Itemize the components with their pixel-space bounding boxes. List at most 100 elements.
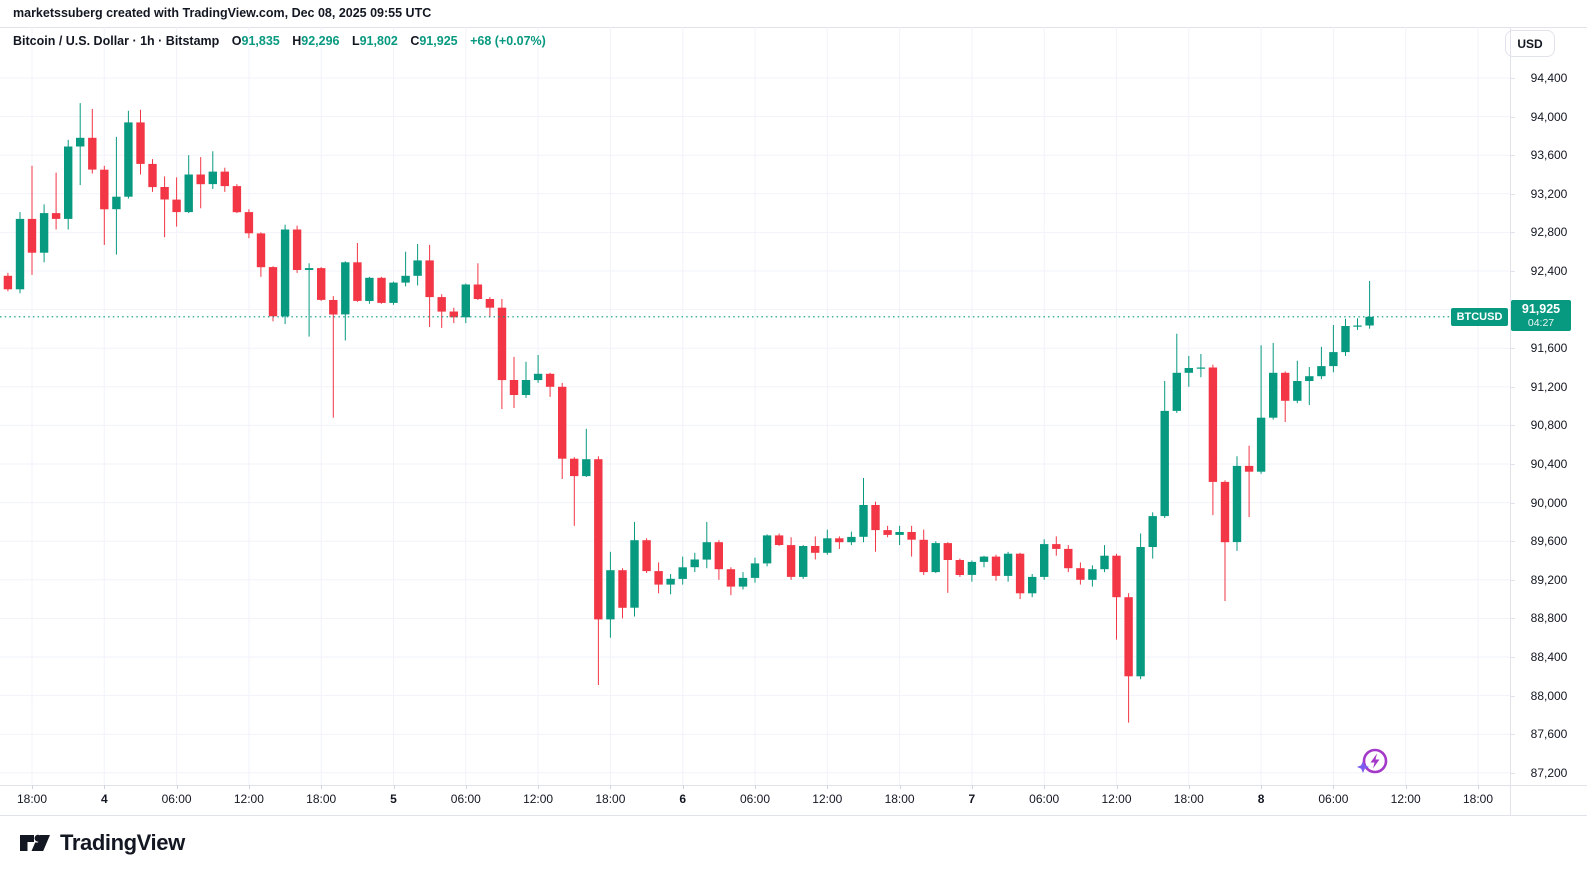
- candlestick-chart[interactable]: [0, 27, 1510, 785]
- candle: [1232, 456, 1242, 551]
- price-axis-label: 92,400: [1530, 264, 1568, 278]
- time-tick: [249, 785, 250, 789]
- price-tick: [1510, 657, 1515, 658]
- candle: [136, 109, 145, 175]
- time-axis-label: 18:00: [884, 792, 915, 806]
- candle: [1064, 545, 1073, 573]
- time-axis-day-label: 6: [679, 792, 687, 806]
- price-axis-label: 90,000: [1530, 495, 1568, 510]
- candle: [594, 456, 603, 685]
- price-tick: [1510, 541, 1515, 542]
- candle: [702, 521, 711, 569]
- candle: [88, 108, 97, 174]
- candle: [244, 209, 254, 239]
- time-axis-day-label: 8: [1257, 792, 1265, 806]
- ai-assistant-icon[interactable]: [1353, 744, 1391, 782]
- candle: [726, 567, 736, 596]
- price-axis-label: 87,600: [1530, 727, 1568, 742]
- candle: [1244, 445, 1254, 518]
- candle: [292, 225, 302, 273]
- sparkle-icon: [1357, 761, 1369, 773]
- candle: [437, 294, 446, 328]
- candle: [1281, 371, 1290, 422]
- time-axis-label: 18:00: [1462, 792, 1494, 806]
- candle: [1100, 545, 1109, 573]
- time-tick: [1478, 785, 1479, 789]
- candle: [558, 382, 567, 479]
- time-axis-label: 06:00: [161, 792, 192, 806]
- candle: [509, 356, 519, 408]
- candle: [606, 551, 615, 638]
- candle: [76, 103, 85, 186]
- tradingview-logo[interactable]: TradingView: [18, 826, 185, 860]
- candle: [642, 538, 651, 573]
- lightning-bolt-icon: [1370, 753, 1380, 769]
- price-axis-label: 91,200: [1530, 379, 1568, 394]
- time-tick: [466, 785, 467, 789]
- price-axis-label: 93,600: [1530, 148, 1568, 163]
- price-tick: [1510, 734, 1515, 735]
- price-axis-label: 88,800: [1530, 611, 1568, 626]
- price-axis-label: 89,600: [1530, 534, 1568, 549]
- candle: [738, 572, 748, 590]
- close-label: C: [410, 34, 420, 48]
- price-tick: [1510, 503, 1515, 504]
- price-axis[interactable]: 94,40094,00093,60093,20092,80092,40092,0…: [1510, 27, 1587, 785]
- bar-countdown: 04:27: [1527, 317, 1555, 329]
- candle: [473, 263, 483, 300]
- candle: [64, 139, 73, 230]
- candle: [317, 267, 326, 301]
- currency-usd-button[interactable]: USD: [1505, 30, 1555, 57]
- time-tick: [900, 785, 901, 789]
- price-tick: [1510, 580, 1515, 581]
- candle: [533, 355, 543, 383]
- candle: [1365, 281, 1374, 329]
- time-axis[interactable]: 18:00 4 06:00 12:00 18:00 5 06:00 12:00 18:00 6 06…: [0, 785, 1510, 815]
- candle: [1329, 325, 1338, 373]
- candle: [1124, 593, 1133, 723]
- candle: [762, 534, 772, 567]
- time-axis-label: 12:00: [812, 792, 843, 806]
- candle: [1341, 318, 1350, 356]
- price-axis-label: 87,200: [1530, 765, 1568, 780]
- price-tick: [1510, 232, 1515, 233]
- price-axis-label: 93,200: [1530, 186, 1568, 201]
- price-axis-border: [1510, 27, 1511, 815]
- time-tick: [1261, 785, 1262, 789]
- symbol-price-flag: BTCUSD: [1451, 308, 1508, 326]
- candle: [1208, 364, 1218, 516]
- price-tick: [1510, 773, 1515, 774]
- time-tick: [1044, 785, 1045, 789]
- time-axis-label: 18:00: [306, 792, 337, 806]
- price-tick: [1510, 194, 1515, 195]
- candle: [750, 557, 760, 583]
- candle: [1196, 354, 1206, 378]
- candle: [485, 297, 495, 318]
- candle: [847, 531, 856, 546]
- candle: [365, 276, 374, 304]
- candle: [1172, 333, 1181, 413]
- candle: [895, 525, 904, 546]
- time-axis-day-label: 7: [968, 792, 976, 806]
- candle: [859, 478, 868, 543]
- attribution-text: marketssuberg created with TradingView.c…: [13, 6, 432, 20]
- candle: [27, 165, 37, 275]
- candle: [256, 232, 266, 277]
- candle: [714, 540, 723, 580]
- candle: [1220, 480, 1230, 601]
- price-tick: [1510, 696, 1515, 697]
- candle: [1305, 367, 1314, 406]
- candle: [148, 159, 157, 192]
- price-tick: [1510, 117, 1515, 118]
- time-axis-label: 12:00: [1390, 792, 1421, 806]
- time-axis-label: 12:00: [1101, 792, 1132, 806]
- chart-plot-area[interactable]: Bitcoin / U.S. Dollar · 1h · Bitstamp O9…: [0, 27, 1510, 785]
- tradingview-logo-icon: [20, 834, 50, 851]
- close-value: 91,925: [419, 34, 458, 48]
- candle: [100, 165, 109, 245]
- price-axis-label: 88,400: [1530, 650, 1568, 664]
- candle: [160, 176, 169, 238]
- chart-legend[interactable]: Bitcoin / U.S. Dollar · 1h · Bitstamp O9…: [13, 34, 546, 48]
- last-price-label: 91,925 04:27: [1511, 300, 1571, 331]
- symbol-title[interactable]: Bitcoin / U.S. Dollar · 1h · Bitstamp: [13, 34, 220, 48]
